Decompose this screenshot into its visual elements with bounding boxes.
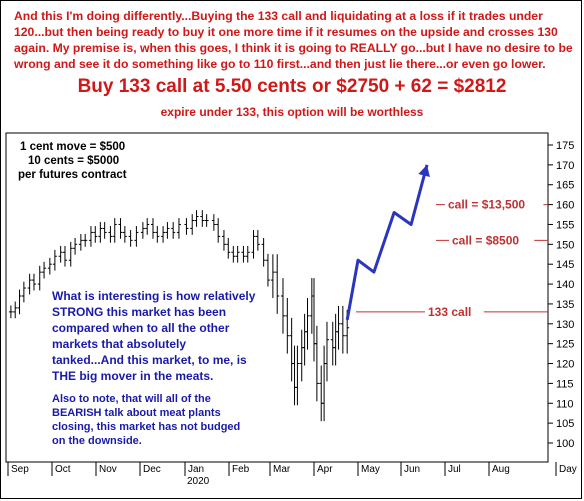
y-tick-label: 110 [556, 398, 574, 410]
strong-market-note: What is interesting is how relatively ST… [52, 288, 257, 384]
level-label-bg [425, 303, 484, 319]
contract-note-line1: 1 cent move = $500 [20, 141, 126, 153]
contract-note-line2: 10 cents = $5000 [28, 155, 120, 167]
header-headline: Buy 133 call at 5.50 cents or $2750 + 62… [77, 76, 507, 97]
x-tick-label: May [361, 464, 380, 475]
x-tick-label: Day [559, 464, 577, 475]
x-tick-label: Dec [143, 464, 161, 475]
y-tick-label: 135 [556, 299, 574, 311]
y-tick-label: 160 [556, 200, 574, 212]
y-tick-label: 150 [556, 239, 574, 251]
y-tick-label: 100 [556, 438, 574, 450]
y-tick-label: 125 [556, 339, 574, 351]
y-tick-label: 140 [556, 279, 574, 291]
contract-note-line3: per futures contract [18, 169, 127, 181]
x-tick-label: Oct [55, 464, 71, 475]
y-tick-label: 105 [556, 418, 574, 430]
level-label: call = $13,500 [448, 198, 525, 212]
x-tick-label: Nov [99, 464, 117, 475]
x-tick-label: Feb [232, 464, 250, 475]
y-tick-label: 155 [556, 219, 574, 231]
header-paragraph: And this I'm doing differently...Buying … [14, 9, 573, 71]
x-tick-label: Apr [317, 464, 333, 475]
y-tick-label: 120 [556, 359, 574, 371]
x-tick-label: Mar [273, 464, 291, 475]
y-tick-label: 115 [556, 378, 574, 390]
header-subline: expire under 133, this option will be wo… [160, 105, 424, 119]
y-tick-label: 175 [556, 140, 574, 152]
x-tick-label: Sep [11, 464, 29, 475]
x-year-label: 2020 [187, 476, 210, 487]
y-tick-label: 145 [556, 259, 574, 271]
y-tick-label: 130 [556, 319, 574, 331]
projection-arrowhead [418, 164, 430, 178]
y-tick-label: 170 [556, 160, 574, 172]
level-label-bg [449, 232, 535, 248]
projection-line [345, 164, 429, 321]
x-tick-label: Jun [404, 464, 420, 475]
level-label: 133 call [428, 305, 471, 319]
x-tick-label: Jul [448, 464, 461, 475]
contract-note: 1 cent move = $500 10 cents = $5000 per … [18, 140, 168, 182]
y-tick-label: 165 [556, 180, 574, 192]
level-label: call = $8500 [452, 233, 519, 247]
x-tick-label: Aug [492, 464, 510, 475]
plot-area [5, 132, 549, 463]
level-label-bg [445, 196, 544, 212]
x-tick-label: Jan [188, 464, 204, 475]
bearish-note: Also to note, that will all of the BEARI… [52, 392, 252, 448]
